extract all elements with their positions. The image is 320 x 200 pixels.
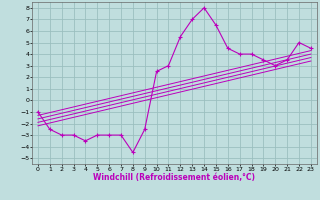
X-axis label: Windchill (Refroidissement éolien,°C): Windchill (Refroidissement éolien,°C) <box>93 173 255 182</box>
